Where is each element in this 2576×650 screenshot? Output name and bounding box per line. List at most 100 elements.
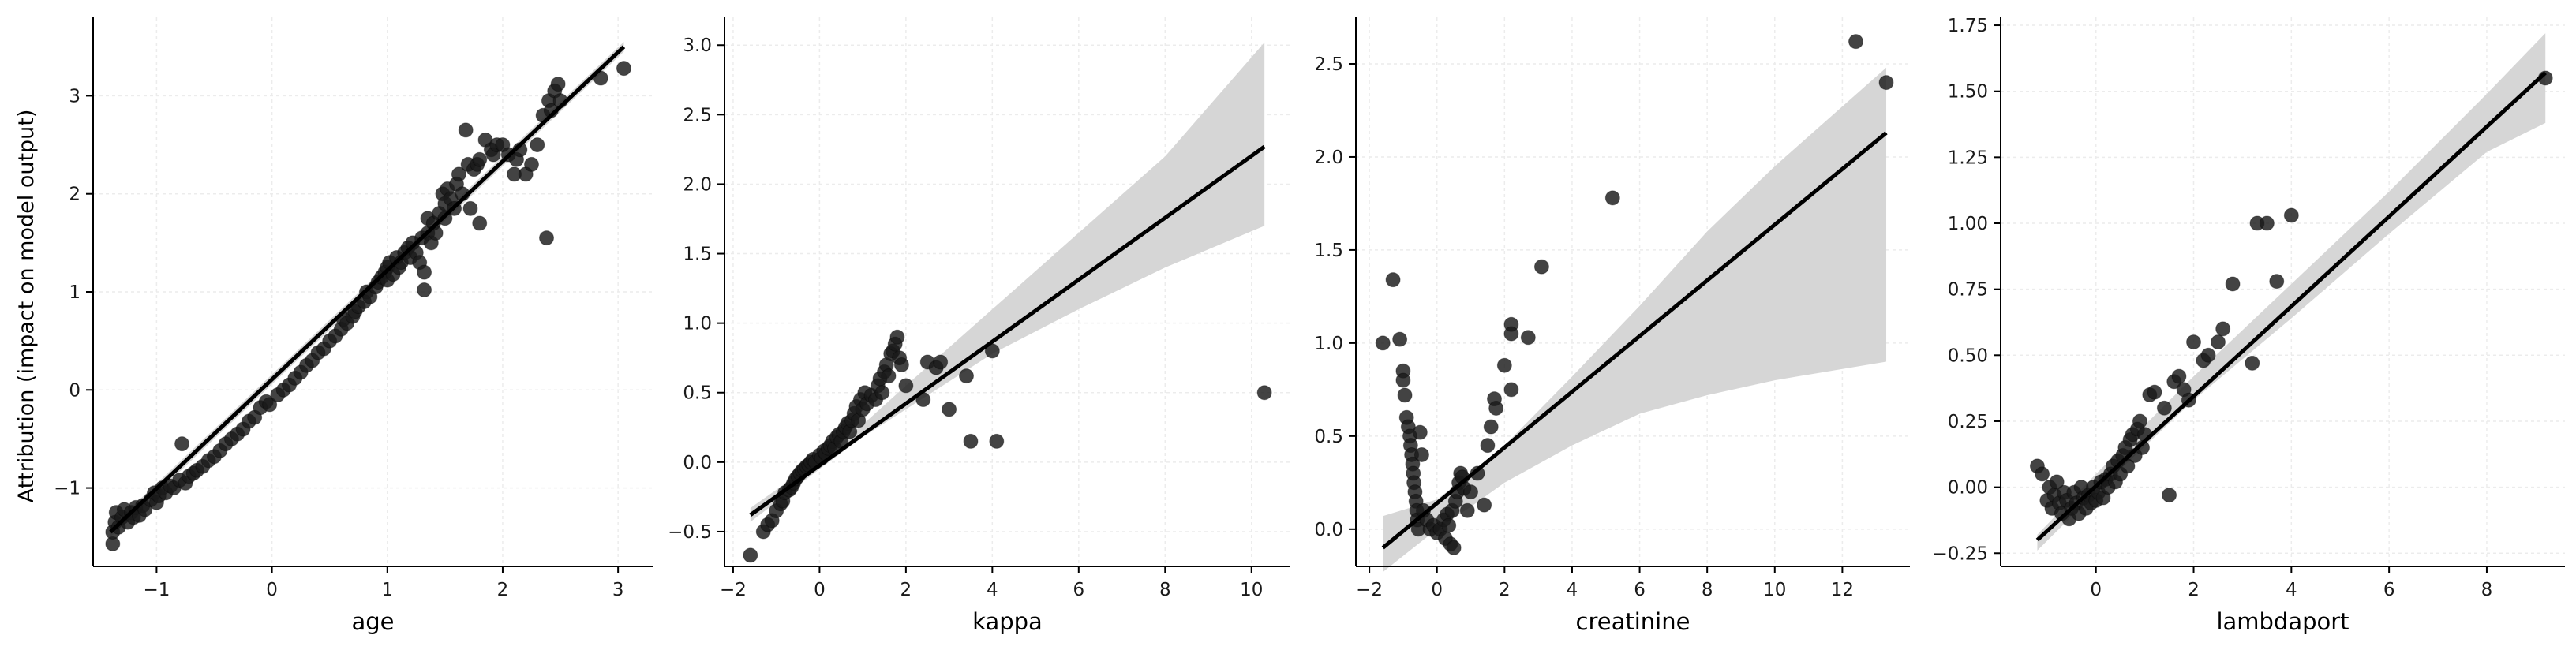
data-point [1446,540,1462,555]
data-point [989,433,1005,449]
x-tick-label: 4 [2286,580,2297,600]
x-axis-label: lambdaport [2216,608,2349,635]
data-point [2156,400,2172,416]
data-point [2259,215,2275,231]
data-point [472,151,488,167]
y-tick-label: 2.5 [683,105,712,125]
y-tick-label: 1.5 [1314,241,1343,261]
data-point [539,230,555,246]
x-axis-label: creatinine [1576,608,1690,635]
data-point [262,397,278,413]
data-point [2245,355,2260,371]
x-tick-label: 8 [2481,580,2493,600]
data-point [1878,75,1894,91]
data-point [451,166,466,182]
y-tick-label: −0.5 [668,522,712,543]
data-point [889,329,905,345]
data-point [942,402,957,417]
y-tick-label: 0 [69,380,80,401]
chart-panel-age: −1 0 1 2 3 −1 0 1 2 3 age [54,17,653,635]
y-tick-label: 2 [69,185,80,205]
y-tick-label: −0.25 [1933,544,1988,564]
data-point [2269,274,2285,290]
data-point [2035,466,2050,482]
x-tick-label: 6 [2383,580,2395,600]
chart-panel-creatinine: −2 0 2 4 6 8 10 12 0.0 0.5 1.0 1.5 2.0 2.5 creatinine [1314,17,1910,635]
y-tick-label: 1.00 [1948,214,1988,234]
x-tick-label: 6 [1073,580,1084,600]
regression-line [2035,71,2547,542]
data-point [2162,488,2177,503]
data-point [893,357,909,373]
y-tick-label: 0.50 [1948,346,1988,366]
y-axis-label: Attribution (impact on model output) [14,110,39,503]
y-tick-label: 2.0 [683,174,712,195]
y-tick-label: 1.0 [683,314,712,334]
x-tick-label: 10 [1763,580,1786,600]
data-point [2200,347,2216,363]
y-tick-label: 0.5 [683,383,712,404]
x-tick-label: 2 [1499,580,1511,600]
y-tick-label: −1 [54,479,80,499]
data-point [1488,400,1504,416]
data-point [174,436,190,452]
x-tick-label: 4 [1567,580,1578,600]
data-point [550,77,566,92]
data-point [1503,326,1519,342]
y-tick-label: 0.0 [683,453,712,473]
x-tick-label: −2 [720,580,747,600]
x-tick-label: 6 [1634,580,1646,600]
data-point [898,378,914,394]
y-tick-label: 1.0 [1314,334,1343,354]
data-point [959,368,975,384]
data-point [1503,382,1519,398]
y-tick-label: 3 [69,86,80,106]
y-tick-label: 2.5 [1314,54,1343,75]
regression-line [109,45,626,534]
x-tick-label: −1 [143,580,170,600]
data-point [933,354,949,370]
x-tick-label: 8 [1702,580,1713,600]
regression-line [749,144,1266,517]
y-tick-label: 1 [69,282,80,303]
data-point [1459,502,1475,518]
x-tick-label: −2 [1356,580,1383,600]
data-point [2171,368,2187,384]
data-point [472,215,488,231]
x-tick-label: 2 [497,580,509,600]
x-axis-label: kappa [972,608,1043,635]
x-tick-label: 1 [381,580,393,600]
data-point [1392,331,1408,347]
data-point [1483,419,1499,435]
x-tick-label: 0 [1431,580,1443,600]
data-point [1385,272,1401,288]
data-point [417,282,432,298]
data-point [2049,474,2065,490]
data-point [524,156,540,172]
data-point [462,200,478,216]
y-tick-label: 1.75 [1948,16,1988,36]
y-tick-label: 0.0 [1314,520,1343,540]
data-point [616,61,631,77]
data-point [1477,497,1492,513]
data-point [1463,484,1479,500]
data-point [2147,384,2162,400]
data-point [2210,334,2226,350]
data-point [1496,357,1512,373]
data-point [743,547,758,563]
y-tick-label: 0.75 [1948,280,1988,301]
data-point [1413,446,1429,462]
y-tick-label: 1.5 [683,245,712,265]
x-tick-label: 3 [612,580,624,600]
data-point [1480,438,1496,454]
regression-line [1381,131,1888,550]
data-point [1520,330,1536,346]
x-tick-label: 2 [900,580,912,600]
y-tick-label: 2.0 [1314,148,1343,168]
data-point [458,122,474,138]
data-point [2225,276,2241,292]
x-tick-label: 0 [2090,580,2102,600]
data-point [963,433,979,449]
x-tick-label: 0 [266,580,278,600]
data-point [1375,335,1391,351]
